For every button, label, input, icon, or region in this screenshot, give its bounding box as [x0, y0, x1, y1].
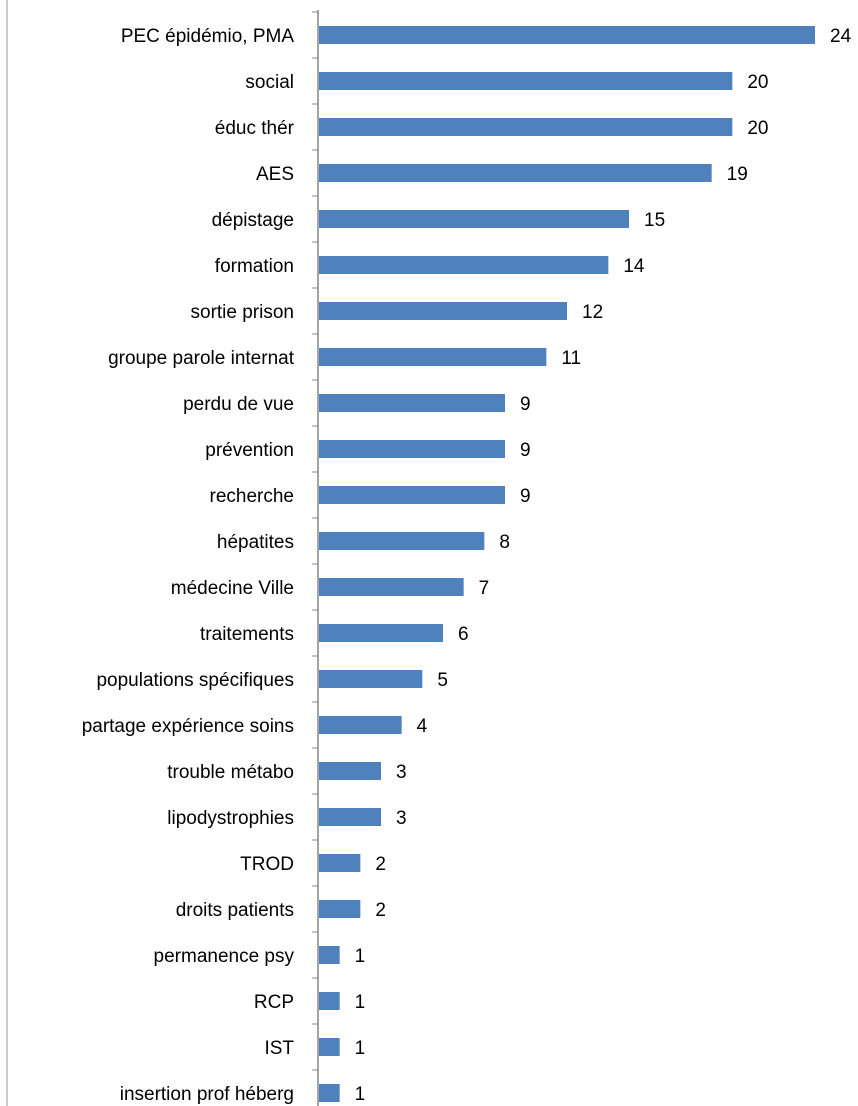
category-label: perdu de vue [183, 394, 294, 415]
value-label: 6 [458, 624, 469, 645]
value-label: 9 [520, 394, 531, 415]
category-label: recherche [210, 486, 295, 507]
category-label: social [245, 72, 294, 93]
category-label: populations spécifiques [96, 670, 294, 691]
category-label: permanence psy [154, 946, 295, 967]
bar [319, 624, 443, 642]
bar [319, 1038, 340, 1056]
bar [319, 440, 505, 458]
bar [319, 394, 505, 412]
bar [319, 210, 629, 228]
bar [319, 900, 361, 918]
value-label: 5 [437, 670, 448, 691]
bar-series [319, 26, 815, 1102]
category-label: PEC épidémio, PMA [121, 26, 295, 47]
value-label: 3 [396, 762, 407, 783]
category-label: AES [256, 164, 294, 185]
category-label: dépistage [212, 210, 294, 231]
value-label: 11 [561, 348, 581, 369]
value-label: 1 [355, 946, 366, 967]
value-label: 1 [355, 992, 366, 1013]
value-label: 12 [582, 302, 603, 323]
bar [319, 992, 340, 1010]
category-label: IST [264, 1038, 294, 1059]
value-label: 15 [644, 210, 665, 231]
bar [319, 716, 402, 734]
bar [319, 670, 423, 688]
bar [319, 486, 505, 504]
value-label: 2 [375, 900, 386, 921]
bar [319, 808, 381, 826]
category-label: groupe parole internat [108, 348, 295, 369]
bar [319, 854, 361, 872]
category-label: traitements [200, 624, 294, 645]
category-label: hépatites [217, 532, 294, 553]
value-label: 9 [520, 440, 531, 461]
category-label: droits patients [176, 900, 294, 921]
value-label: 2 [375, 854, 386, 875]
bar [319, 72, 733, 90]
value-label: 20 [747, 118, 768, 139]
category-label: insertion prof héberg [120, 1084, 294, 1105]
category-axis [312, 10, 319, 1106]
bar [319, 348, 547, 366]
value-label: 1 [355, 1084, 366, 1105]
bar [319, 1084, 340, 1102]
value-label: 4 [417, 716, 428, 737]
value-label: 1 [355, 1038, 366, 1059]
category-label: lipodystrophies [167, 808, 294, 829]
category-label: TROD [240, 854, 294, 875]
value-label: 8 [499, 532, 510, 553]
value-label: 3 [396, 808, 407, 829]
bar [319, 762, 381, 780]
category-label: trouble métabo [167, 762, 294, 783]
bar [319, 164, 712, 182]
value-label: 9 [520, 486, 531, 507]
category-label: médecine Ville [171, 578, 294, 599]
bar [319, 946, 340, 964]
value-label: 19 [727, 164, 748, 185]
bar [319, 532, 485, 550]
value-label: 14 [623, 256, 645, 277]
value-label: 20 [747, 72, 768, 93]
category-labels: PEC épidémio, PMA social éduc thér AES dépis… [82, 26, 295, 1105]
category-label: formation [215, 256, 294, 277]
bar [319, 256, 609, 274]
bar [319, 302, 567, 320]
value-label: 7 [479, 578, 490, 599]
category-label: éduc thér [215, 118, 295, 139]
bar [319, 26, 815, 44]
category-label: partage expérience soins [82, 716, 294, 737]
category-label: sortie prison [191, 302, 295, 323]
category-label: prévention [205, 440, 294, 461]
value-label: 24 [830, 26, 852, 47]
bar [319, 578, 464, 596]
category-label: RCP [254, 992, 294, 1013]
bar [319, 118, 733, 136]
